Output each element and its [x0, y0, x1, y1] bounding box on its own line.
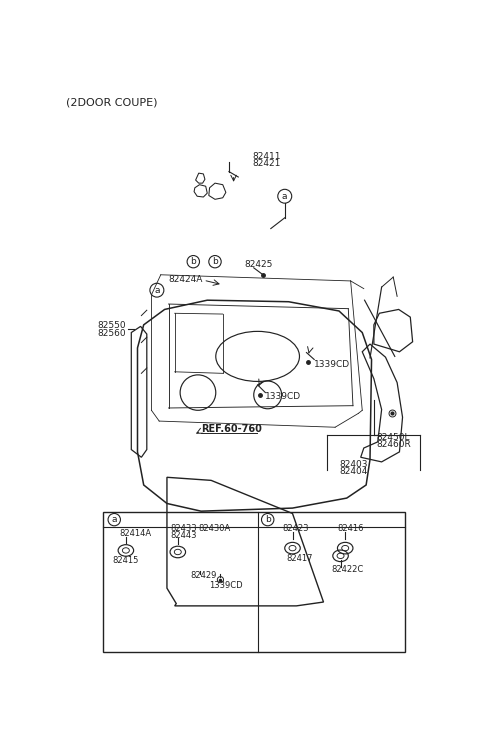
Text: 82411: 82411: [252, 152, 281, 161]
Text: 82423: 82423: [282, 525, 309, 534]
Text: 82429: 82429: [190, 570, 216, 579]
Text: 82404: 82404: [339, 467, 367, 476]
Text: a: a: [154, 286, 160, 295]
Text: a: a: [282, 192, 288, 200]
Text: 1339CD: 1339CD: [265, 392, 301, 401]
Text: 82422C: 82422C: [331, 565, 363, 574]
Text: 82450L: 82450L: [376, 433, 410, 441]
Text: 82424A: 82424A: [168, 275, 203, 284]
Text: 82416: 82416: [337, 525, 364, 534]
Text: b: b: [265, 515, 271, 524]
Text: 82425: 82425: [244, 259, 273, 268]
Text: 82417: 82417: [286, 554, 313, 563]
Text: 82421: 82421: [252, 158, 281, 167]
Text: 82403: 82403: [339, 460, 368, 469]
Text: 1339CD: 1339CD: [314, 360, 350, 368]
Text: (2DOOR COUPE): (2DOOR COUPE): [66, 98, 158, 108]
Text: 82415: 82415: [113, 556, 139, 565]
Text: 82414A: 82414A: [120, 529, 152, 538]
Text: b: b: [191, 257, 196, 266]
Text: 82460R: 82460R: [376, 440, 411, 449]
Text: a: a: [111, 515, 117, 524]
Text: b: b: [212, 257, 218, 266]
Text: 82430A: 82430A: [198, 525, 230, 534]
Text: 82550: 82550: [97, 321, 126, 330]
Bar: [103, 512, 405, 652]
Text: 82560: 82560: [97, 329, 126, 338]
Text: 82433: 82433: [171, 525, 197, 534]
Text: REF.60-760: REF.60-760: [201, 424, 262, 434]
Text: 1339CD: 1339CD: [209, 581, 242, 590]
Text: 82443: 82443: [171, 531, 197, 539]
